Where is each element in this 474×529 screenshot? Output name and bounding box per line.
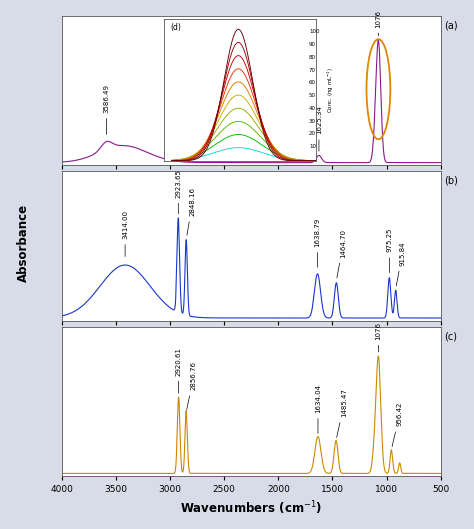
Text: 1076: 1076 — [375, 322, 382, 352]
Text: (a): (a) — [445, 20, 458, 30]
Text: 2920.61: 2920.61 — [176, 346, 182, 393]
Text: 956.42: 956.42 — [392, 402, 402, 446]
Text: 915.84: 915.84 — [396, 241, 405, 286]
Text: 1638.79: 1638.79 — [315, 218, 320, 267]
Text: 2856.76: 2856.76 — [187, 361, 197, 409]
Text: 2923.65: 2923.65 — [175, 169, 182, 214]
Text: 1625.34: 1625.34 — [316, 105, 322, 151]
Text: 1464.70: 1464.70 — [337, 229, 346, 278]
Text: (c): (c) — [445, 331, 457, 341]
Text: 975.25: 975.25 — [386, 228, 392, 272]
Text: 1076: 1076 — [375, 10, 382, 36]
X-axis label: Wavenumbers (cm$^{-1}$): Wavenumbers (cm$^{-1}$) — [180, 500, 322, 517]
Text: 2848.16: 2848.16 — [187, 187, 196, 235]
Text: 3414.00: 3414.00 — [122, 210, 128, 257]
Text: 3586.49: 3586.49 — [103, 84, 109, 134]
Text: 1485.47: 1485.47 — [337, 388, 347, 437]
Text: Absorbance: Absorbance — [17, 204, 29, 282]
Text: 1634.04: 1634.04 — [315, 384, 321, 433]
Text: (b): (b) — [445, 176, 458, 186]
